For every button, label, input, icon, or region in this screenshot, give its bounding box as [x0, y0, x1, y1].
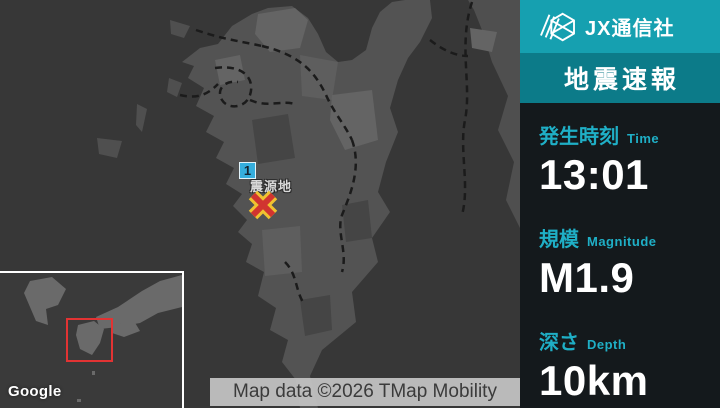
overview-inset-map [0, 271, 184, 408]
magnitude-value: M1.9 [539, 254, 635, 302]
map-canvas[interactable]: 1 震源地 Map data ©2026 TMap Mobility [0, 0, 520, 408]
google-logo[interactable]: Google [8, 383, 62, 400]
time-value: 13:01 [539, 151, 649, 198]
time-label-jp: 発生時刻 [539, 126, 619, 148]
quake-info-panel: 発生時刻 Time 13:01 規模 Magnitude M1.9 深さ Dep… [520, 103, 720, 403]
map-attribution: Map data ©2026 TMap Mobility [210, 378, 520, 406]
intensity-1-marker: 1 [239, 162, 256, 179]
epicenter-x-icon [248, 190, 278, 220]
brand-header: JX通信社 [520, 0, 720, 53]
depth-label-jp: 深さ [539, 332, 579, 355]
time-label-en: Time [627, 131, 660, 146]
magnitude-label-jp: 規模 [539, 229, 579, 252]
depth-block: 深さ Depth 10km [539, 326, 720, 403]
alert-banner: 地震速報 [520, 53, 720, 103]
viewport-rectangle [66, 318, 113, 362]
alert-title: 地震速報 [563, 66, 680, 94]
inset-map-graphic [0, 273, 182, 408]
brand-name: JX通信社 [585, 18, 675, 40]
depth-value: 10km [539, 357, 649, 405]
time-block: 発生時刻 Time 13:01 [539, 120, 720, 197]
jx-press-logo-icon [540, 12, 575, 41]
depth-label-en: Depth [587, 337, 627, 353]
magnitude-label-en: Magnitude [587, 234, 657, 250]
info-sidebar: JX通信社 地震速報 発生時刻 Time 13:01 規模 Magnitude … [520, 0, 720, 408]
magnitude-block: 規模 Magnitude M1.9 [539, 223, 720, 300]
epicenter-label: 震源地 [250, 179, 293, 194]
